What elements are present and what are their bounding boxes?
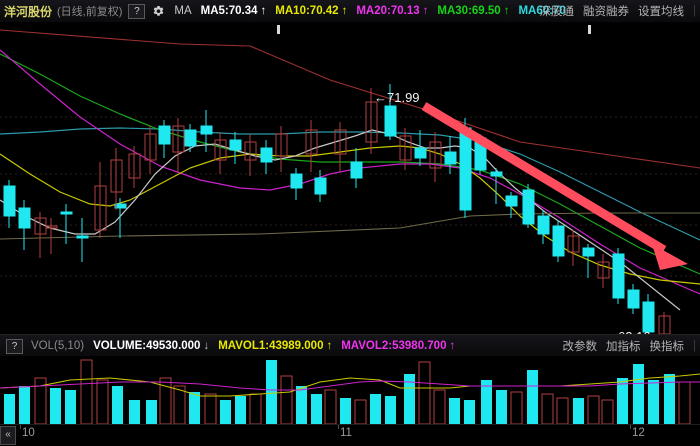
mavol2-trend-arrow-icon: ↑ xyxy=(449,340,455,352)
volume-help-button[interactable]: ? xyxy=(6,339,23,354)
mavol1-readout: MAVOL1:43989.000↑ xyxy=(218,340,332,352)
ma5-value: MA5:70.34 xyxy=(201,5,258,17)
link-add-indicator[interactable]: 加指标 xyxy=(606,338,641,354)
volume-header-links: 改参数 加指标 换指标 | xyxy=(563,335,700,357)
high-price-callout: ←71.99 xyxy=(374,90,420,105)
ma30-trend-arrow-icon: ↑ xyxy=(504,5,510,17)
volume-readout: VOLUME:49530.000↓ xyxy=(93,340,209,352)
link-shenzhen-connect[interactable]: 深股通 xyxy=(540,3,575,19)
ma30-value: MA30:69.50 xyxy=(437,5,500,17)
volume-chart-svg xyxy=(0,356,700,424)
volume-header-divider: | xyxy=(693,340,696,352)
price-panel-header: 洋河股份 (日线,前复权) ? MA MA5:70.34↑ MA10:70.42… xyxy=(0,0,700,23)
price-header-links: 深股通 融资融券 设置均线 | xyxy=(540,0,700,22)
gear-icon[interactable] xyxy=(152,5,165,18)
volume-indicator-label: VOL(5,10) xyxy=(31,340,84,352)
price-chart-svg xyxy=(0,22,700,334)
axis-tick-10 xyxy=(20,425,21,429)
chart-period-label: (日线,前复权) xyxy=(57,3,122,19)
time-axis: « 10 11 12 xyxy=(0,424,700,446)
ma30-readout: MA30:69.50 ↑ xyxy=(437,5,509,17)
mavol1-value: MAVOL1:43989.000 xyxy=(218,340,323,352)
axis-label-12: 12 xyxy=(632,427,645,439)
link-configure-ma[interactable]: 设置均线 xyxy=(638,3,684,19)
ma-group-label: MA xyxy=(174,5,191,17)
ma5-trend-arrow-icon: ↑ xyxy=(261,5,267,17)
ma20-value: MA20:70.13 xyxy=(356,5,419,17)
event-marker-1[interactable] xyxy=(277,25,280,34)
header-divider: | xyxy=(693,5,696,17)
link-switch-indicator[interactable]: 换指标 xyxy=(650,338,685,354)
scroll-left-button[interactable]: « xyxy=(0,426,16,445)
axis-label-10: 10 xyxy=(22,427,35,439)
volume-trend-arrow-icon: ↓ xyxy=(203,340,209,352)
mavol2-value: MAVOL2:53980.700 xyxy=(341,340,446,352)
help-button[interactable]: ? xyxy=(128,4,145,19)
ma10-trend-arrow-icon: ↑ xyxy=(342,5,348,17)
ma10-readout: MA10:70.42 ↑ xyxy=(275,5,347,17)
price-chart-pane[interactable]: ←71.99 62.16→ xyxy=(0,22,700,334)
link-change-params[interactable]: 改参数 xyxy=(563,338,598,354)
ma5-readout: MA5:70.34↑ xyxy=(201,5,267,17)
ma20-trend-arrow-icon: ↑ xyxy=(423,5,429,17)
mavol1-trend-arrow-icon: ↑ xyxy=(326,340,332,352)
stock-name: 洋河股份 xyxy=(4,3,52,20)
mavol2-readout: MAVOL2:53980.700↑ xyxy=(341,340,455,352)
axis-label-11: 11 xyxy=(340,427,352,439)
volume-chart-pane[interactable] xyxy=(0,356,700,424)
axis-tick-11 xyxy=(338,425,339,429)
ma10-value: MA10:70.42 xyxy=(275,5,338,17)
event-marker-2[interactable] xyxy=(588,25,591,34)
axis-tick-12 xyxy=(630,425,631,429)
link-margin-trading[interactable]: 融资融券 xyxy=(583,3,629,19)
volume-panel-header: ? VOL(5,10) VOLUME:49530.000↓ MAVOL1:439… xyxy=(0,334,700,358)
volume-value: VOLUME:49530.000 xyxy=(93,340,200,352)
ma20-readout: MA20:70.13 ↑ xyxy=(356,5,428,17)
